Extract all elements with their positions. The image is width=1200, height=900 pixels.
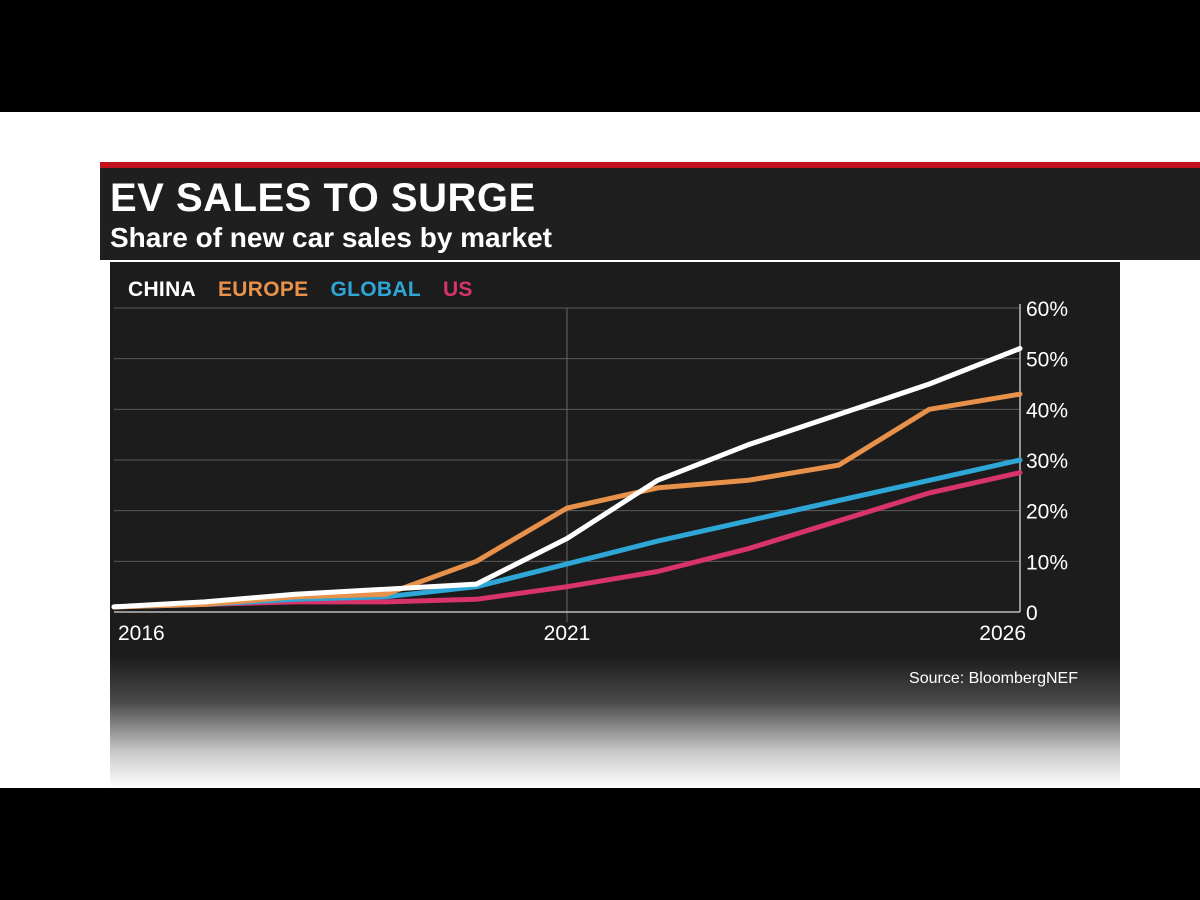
x-tick-label: 2016 [118, 622, 165, 645]
source-note: Source: BloombergNEF [909, 670, 1078, 687]
chart-legend: CHINA EUROPE GLOBAL US [128, 278, 495, 302]
y-tick-label: 60% [1026, 298, 1068, 321]
chart-header: EV SALES TO SURGE Share of new car sales… [100, 162, 1200, 260]
y-tick-label: 50% [1026, 349, 1068, 372]
line-chart: 0 10% 20% 30% 40% 50% 60% 2016 2021 2026 [111, 298, 1068, 645]
letterbox-top [0, 0, 1200, 112]
x-tick-label: 2026 [979, 622, 1026, 645]
letterbox-bottom [0, 788, 1200, 900]
y-tick-label: 0 [1026, 602, 1038, 625]
y-tick-label: 10% [1026, 551, 1068, 574]
x-tick-label: 2021 [544, 622, 591, 645]
y-tick-label: 30% [1026, 450, 1068, 473]
chart-panel: CHINA EUROPE GLOBAL US 0 10% 20% 30% 40% 50% 60% 2… [110, 262, 1120, 788]
legend-item-europe: EUROPE [218, 278, 309, 301]
legend-item-global: GLOBAL [330, 278, 421, 301]
legend-item-china: CHINA [128, 278, 196, 301]
series-line-china [111, 346, 1023, 610]
legend-item-us: US [442, 278, 473, 301]
chart-subtitle: Share of new car sales by market [110, 222, 552, 253]
chart-title: EV SALES TO SURGE [110, 176, 536, 220]
y-tick-label: 40% [1026, 399, 1068, 422]
y-tick-label: 20% [1026, 501, 1068, 524]
